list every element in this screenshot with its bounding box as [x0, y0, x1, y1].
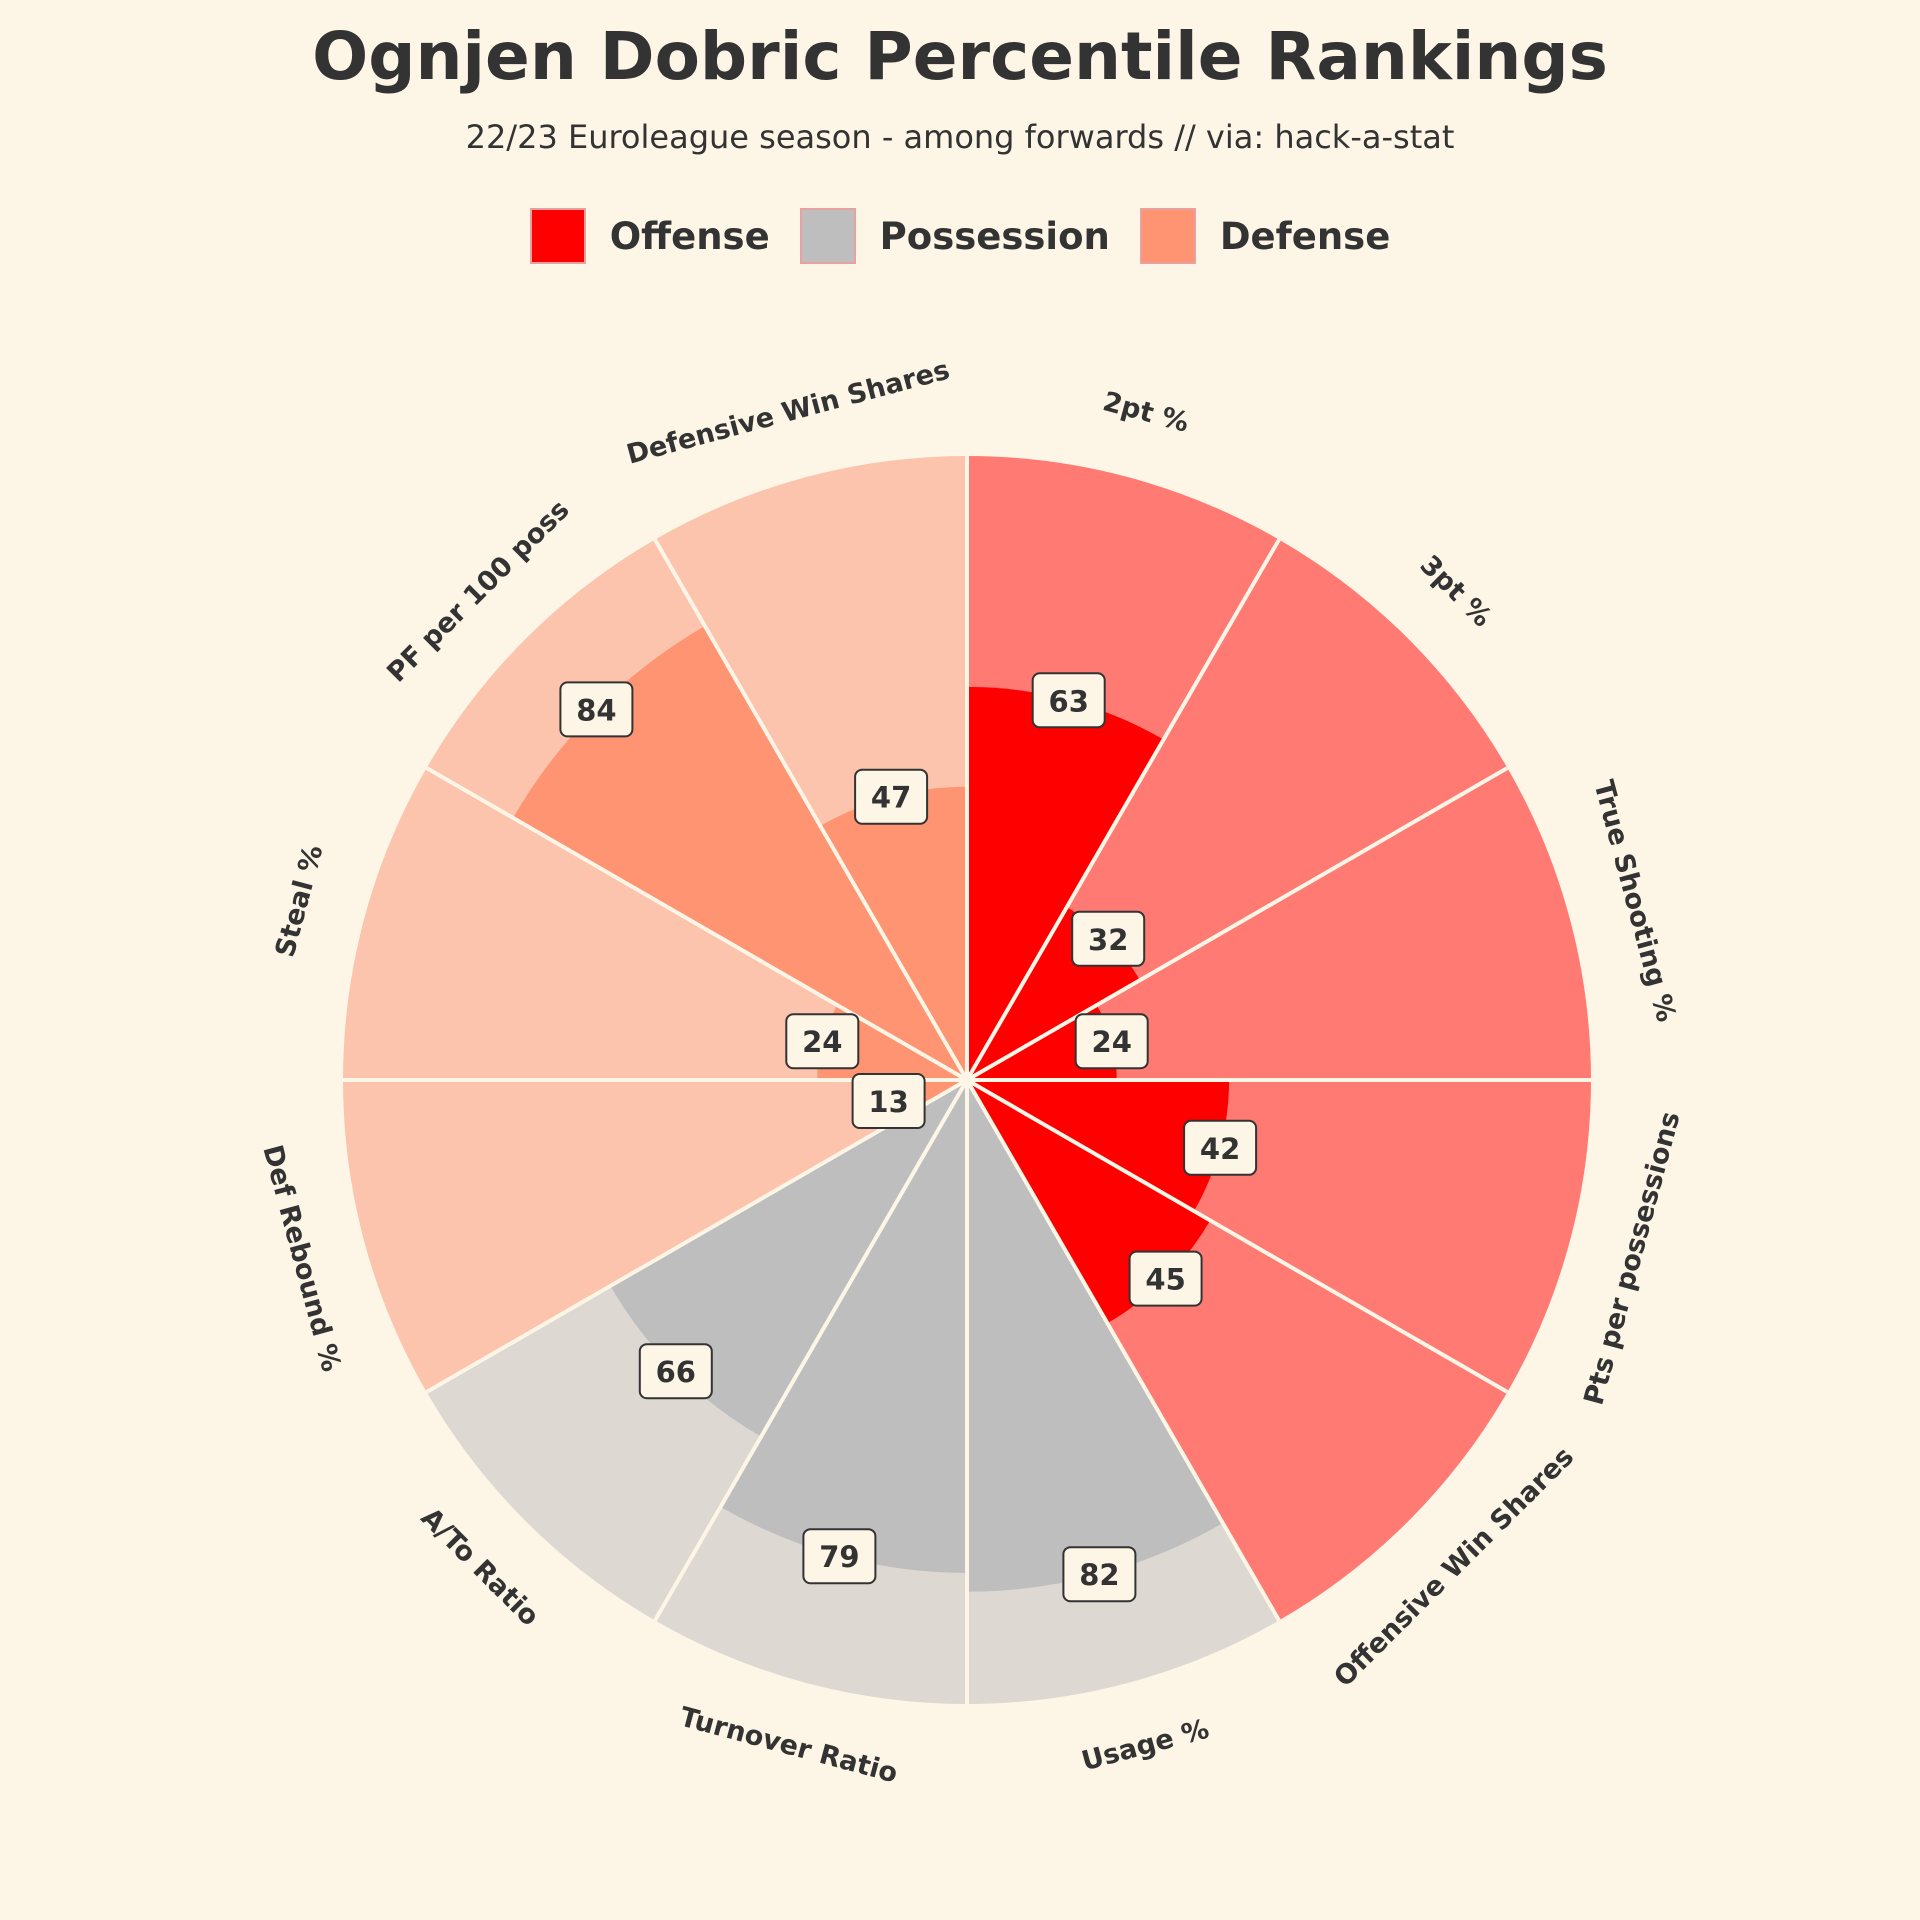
svg-text:42: 42 [1200, 1132, 1240, 1166]
category-label-pts-per-possessions: Pts per possessions [1578, 1108, 1686, 1408]
value-label-true-shooting-pct: 24 [1074, 1013, 1149, 1070]
category-label-def-rebound-pct: Def Rebound % [256, 1142, 346, 1375]
legend-item-defense[interactable]: Defense [1139, 208, 1391, 264]
chart-title: Ognjen Dobric Percentile Rankings [312, 18, 1608, 95]
value-label-steal-pct: 24 [785, 1013, 860, 1070]
category-label-2pt-pct: 2pt % [1100, 386, 1193, 439]
legend-item-possession[interactable]: Possession [799, 208, 1110, 264]
legend-label-offense: Offense [609, 214, 770, 258]
value-label-defensive-win-shares: 47 [854, 768, 929, 825]
svg-text:84: 84 [576, 693, 616, 727]
legend-swatch-offense [529, 208, 586, 264]
bar-pts-per-possessions[interactable] [967, 1080, 1230, 1212]
chart-subtitle: 22/23 Euroleague season - among forwards… [465, 118, 1455, 156]
svg-text:13: 13 [868, 1085, 908, 1119]
category-label-true-shooting-pct: True Shooting % [1587, 777, 1681, 1025]
value-label-pts-per-possessions: 42 [1183, 1119, 1258, 1176]
category-label-usage-pct: Usage % [1078, 1714, 1212, 1778]
svg-text:45: 45 [1145, 1263, 1185, 1297]
svg-text:24: 24 [1092, 1025, 1132, 1059]
value-label-3pt-pct: 32 [1071, 910, 1146, 967]
bar-defensive-win-shares[interactable] [820, 786, 967, 1080]
svg-text:66: 66 [656, 1355, 696, 1389]
svg-text:47: 47 [871, 781, 911, 815]
bar-usage-pct[interactable] [967, 1080, 1223, 1592]
bar-pf-per-100-poss[interactable] [513, 626, 967, 1080]
svg-text:79: 79 [819, 1540, 859, 1574]
value-label-a-to-ratio: 66 [638, 1343, 713, 1400]
sector-background-def-rebound-pct [343, 1080, 967, 1392]
svg-text:63: 63 [1049, 684, 1089, 718]
svg-text:32: 32 [1088, 923, 1128, 957]
sector-background-true-shooting-pct [967, 768, 1591, 1080]
value-label-usage-pct: 82 [1062, 1546, 1137, 1603]
category-label-3pt-pct: 3pt % [1414, 550, 1498, 634]
legend-label-possession: Possession [879, 214, 1110, 258]
svg-text:82: 82 [1079, 1558, 1119, 1592]
category-label-steal-pct: Steal % [270, 842, 330, 961]
value-label-pf-per-100-poss: 84 [559, 681, 634, 738]
category-label-defensive-win-shares: Defensive Win Shares [623, 354, 953, 470]
legend: Offense Possession Defense [0, 208, 1920, 264]
category-label-a-to-ratio: A/To Ratio [415, 1502, 545, 1632]
svg-text:24: 24 [802, 1025, 842, 1059]
value-label-turnover-ratio: 79 [802, 1528, 877, 1585]
sector-dividers [343, 456, 1591, 1704]
sector-background-steal-pct [343, 768, 967, 1080]
value-label-offensive-win-shares: 45 [1128, 1250, 1203, 1307]
bar-turnover-ratio[interactable] [720, 1080, 967, 1573]
category-label-turnover-ratio: Turnover Ratio [676, 1702, 900, 1790]
legend-swatch-possession [799, 208, 856, 264]
legend-swatch-defense [1139, 208, 1196, 264]
value-label-def-rebound-pct: 13 [851, 1073, 926, 1129]
legend-item-offense[interactable]: Offense [529, 208, 770, 264]
legend-label-defense: Defense [1219, 214, 1391, 258]
value-labels: 63 32 24 42 45 82 79 66 13 24 84 47 [559, 672, 1258, 1603]
value-label-2pt-pct: 63 [1031, 672, 1106, 729]
bar-2pt-pct[interactable] [967, 686, 1164, 1080]
